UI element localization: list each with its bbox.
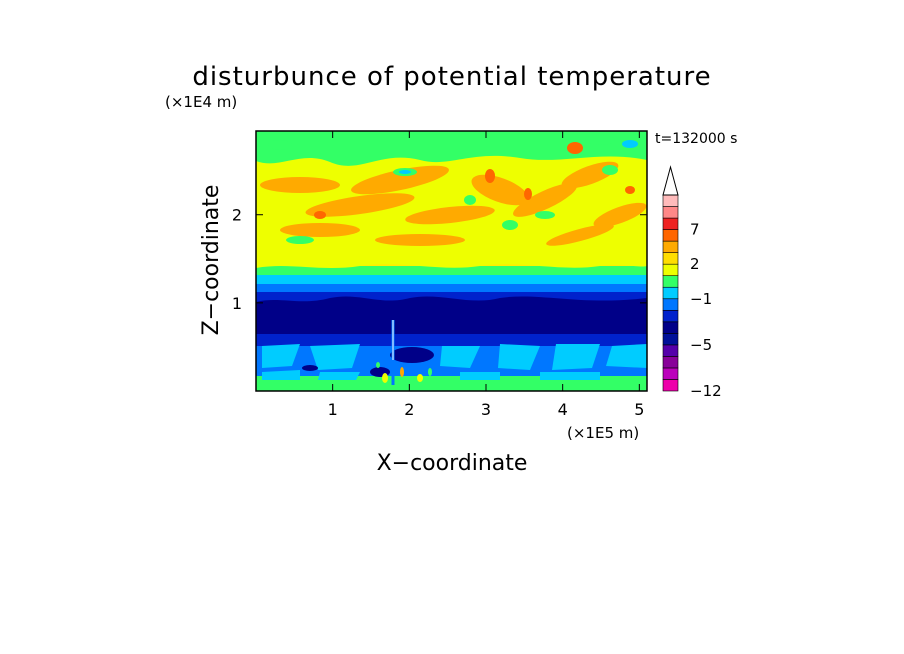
- colorbar-swatch: [662, 333, 679, 346]
- cyan-blocks-lower: [262, 344, 647, 380]
- x-tick-label: 4: [558, 400, 568, 419]
- colorbar-swatch: [662, 379, 679, 392]
- red-orange-spots: [314, 142, 635, 219]
- colorbar-swatch: [662, 286, 679, 300]
- x-tick-label: 5: [634, 400, 644, 419]
- plot-frame: [255, 130, 648, 392]
- colorbar-swatch: [662, 229, 679, 242]
- x-unit-label: (×1E5 m): [567, 424, 639, 442]
- colorbar-tick-label: −12: [690, 382, 722, 400]
- colorbar-swatch: [662, 240, 679, 253]
- colorbar-swatch: [662, 217, 679, 230]
- time-label: t=132000 s: [655, 131, 737, 147]
- dark-blue-upper-wave: [256, 296, 647, 306]
- colorbar-swatch: [662, 356, 679, 369]
- colorbar: 7 2 −1 −5 −12: [662, 165, 722, 400]
- colorbar-tick-label: 2: [690, 255, 700, 273]
- colorbar-swatch: [662, 194, 679, 207]
- band-cyan: [256, 275, 647, 284]
- colorbar-swatch: [662, 298, 679, 311]
- colorbar-swatch: [662, 263, 679, 277]
- band-blue-lower: [256, 334, 647, 346]
- green-patches-upper: [268, 135, 618, 244]
- x-axis-ticks: 1 2 3 4 5: [328, 131, 644, 419]
- colorbar-tick-label: −5: [690, 336, 712, 354]
- orange-patches: [260, 161, 647, 246]
- band-green: [256, 266, 647, 275]
- colorbar-swatch: [662, 275, 679, 288]
- chart-title: disturbunce of potential temperature: [192, 62, 711, 92]
- colorbar-swatch: [662, 367, 679, 380]
- band-light-blue: [256, 284, 647, 292]
- y-tick-label: 2: [232, 206, 242, 225]
- x-tick-label: 3: [481, 400, 491, 419]
- colorbar-tick-label: 7: [690, 221, 700, 239]
- contour-field: [256, 131, 647, 391]
- colorbar-swatch: [662, 252, 679, 265]
- colorbar-extend-arrow: [662, 165, 679, 196]
- band-dark-blue: [256, 302, 647, 334]
- cyan-patches-upper: [399, 140, 638, 174]
- x-axis-title: X−coordinate: [377, 451, 528, 476]
- x-tick-label: 1: [328, 400, 338, 419]
- y-axis-ticks: 12: [232, 206, 647, 313]
- turbulent-spots: [376, 320, 432, 385]
- colorbar-tick-label: −1: [690, 290, 712, 308]
- green-yellow-boundary: [256, 150, 647, 166]
- y-axis-title: Z−coordinate: [199, 185, 224, 336]
- y-unit-label: (×1E4 m): [165, 93, 237, 111]
- band-blue: [256, 292, 647, 302]
- colorbar-swatch: [662, 321, 679, 334]
- colorbar-swatch: [662, 344, 679, 357]
- colorbar-swatch: [662, 309, 679, 323]
- colorbar-swatch: [662, 206, 679, 219]
- y-tick-label: 1: [232, 294, 242, 313]
- x-tick-label: 2: [404, 400, 414, 419]
- yellow-green-wave: [256, 262, 647, 268]
